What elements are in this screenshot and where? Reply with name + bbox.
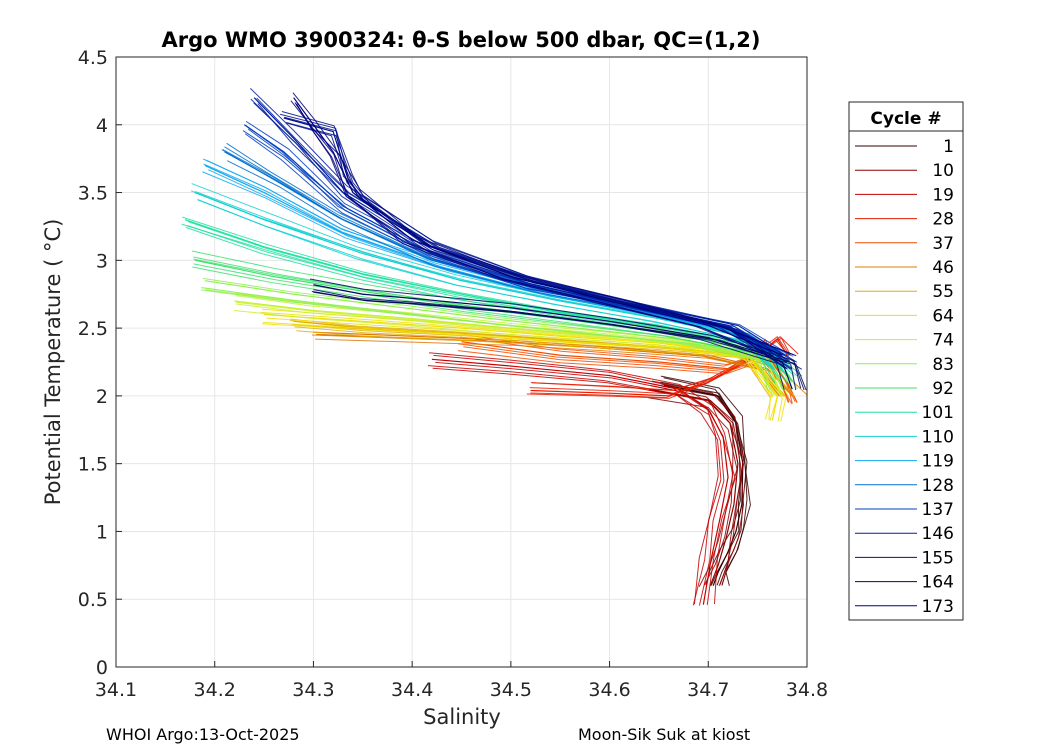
- y-tick-label: 4: [96, 115, 108, 137]
- footer-author: Moon-Sik Suk at kiost: [578, 725, 751, 744]
- legend-label: 137: [922, 500, 954, 520]
- series-line-cycle-10: [648, 388, 739, 586]
- legend-label: 74: [932, 331, 954, 351]
- x-tick-label: 34.3: [292, 679, 334, 701]
- y-tick-label: 1: [96, 521, 108, 543]
- data-series-group: [181, 88, 807, 606]
- series-line-jitter: [529, 337, 791, 395]
- y-tick-label: 2: [96, 386, 108, 408]
- footer-source: WHOI Argo:13-Oct-2025: [106, 725, 300, 744]
- legend-label: 46: [932, 258, 954, 278]
- series-line-cycle-19: [431, 358, 729, 605]
- legend-label: 110: [922, 427, 954, 447]
- series-line-jitter: [651, 389, 745, 586]
- y-tick-label: 1.5: [78, 454, 108, 476]
- legend-label: 146: [922, 524, 954, 544]
- legend-label: 19: [932, 185, 954, 205]
- series-line-jitter: [260, 311, 771, 421]
- legend-label: 164: [922, 573, 954, 593]
- series-line-jitter: [290, 100, 769, 357]
- series-line-jitter: [296, 103, 774, 357]
- legend-items: 1101928374655647483921011101191281371461…: [855, 137, 954, 617]
- legend-label: 92: [932, 379, 954, 399]
- y-tick-label: 0.5: [78, 589, 108, 611]
- series-line-jitter: [433, 354, 719, 605]
- y-axis-label: Potential Temperature ( °C): [41, 219, 65, 506]
- x-tick-label: 34.1: [95, 679, 137, 701]
- legend-label: 83: [932, 355, 954, 375]
- series-line-jitter: [253, 102, 779, 364]
- series-line-jitter: [192, 266, 776, 384]
- legend-label: 10: [932, 161, 954, 181]
- y-tick-label: 3: [96, 250, 108, 272]
- legend-label: 28: [932, 210, 954, 230]
- series-line-jitter: [235, 303, 782, 397]
- series-line-jitter: [309, 278, 802, 389]
- series-line-jitter: [432, 367, 725, 606]
- chart-title: Argo WMO 3900324: θ-S below 500 dbar, QC…: [162, 28, 761, 52]
- legend-label: 173: [922, 597, 954, 617]
- series-line-jitter: [292, 92, 794, 356]
- legend-title: Cycle #: [870, 109, 941, 129]
- series-line-jitter: [429, 352, 734, 605]
- series-line-jitter: [262, 323, 783, 422]
- x-tick-label: 34.8: [786, 679, 828, 701]
- legend-label: 55: [932, 282, 954, 302]
- series-line-cycle-173: [293, 97, 783, 356]
- series-line-jitter: [313, 289, 785, 390]
- series-line-jitter: [651, 380, 745, 585]
- legend-label: 64: [932, 306, 954, 326]
- series-line-cycle-110: [194, 191, 783, 370]
- x-axis-label: Salinity: [423, 705, 501, 729]
- series-line-jitter: [427, 365, 722, 606]
- x-tick-label: 34.5: [490, 679, 532, 701]
- series-line-jitter: [250, 88, 790, 362]
- y-tick-label: 0: [96, 657, 108, 679]
- series-line-cycle-46: [313, 331, 793, 397]
- series-line-cycle-83: [204, 280, 783, 390]
- x-tick-label: 34.2: [194, 679, 236, 701]
- series-line-jitter: [294, 102, 797, 357]
- axis-ticks: 34.1 34.2 34.3 34.4 34.5 34.6 34.7 34.800.511.5…: [78, 47, 828, 701]
- x-tick-label: 34.7: [687, 679, 729, 701]
- series-line-cycle-28: [530, 338, 788, 397]
- legend-label: 1: [943, 137, 954, 157]
- series-line-jitter: [193, 263, 776, 384]
- legend-label: 155: [922, 548, 954, 568]
- plot-frame: [115, 56, 808, 668]
- x-tick-label: 34.6: [588, 679, 630, 701]
- x-tick-label: 34.4: [391, 679, 433, 701]
- y-tick-label: 2.5: [78, 318, 108, 340]
- series-line-cycle-1: [663, 384, 744, 586]
- y-tick-label: 3.5: [78, 183, 108, 205]
- series-line-cycle-64: [264, 313, 779, 421]
- legend-label: 128: [922, 476, 954, 496]
- legend-label: 37: [932, 234, 954, 254]
- series-line-jitter: [203, 287, 769, 391]
- legend-label: 101: [922, 403, 954, 423]
- legend-label: 119: [922, 452, 954, 472]
- series-line-jitter: [234, 309, 774, 398]
- legend: Cycle # 11019283746556474839210111011912…: [848, 101, 964, 621]
- y-tick-label: 4.5: [78, 47, 108, 69]
- series-line-jitter: [661, 385, 751, 586]
- series-line-cycle-164: [313, 284, 793, 390]
